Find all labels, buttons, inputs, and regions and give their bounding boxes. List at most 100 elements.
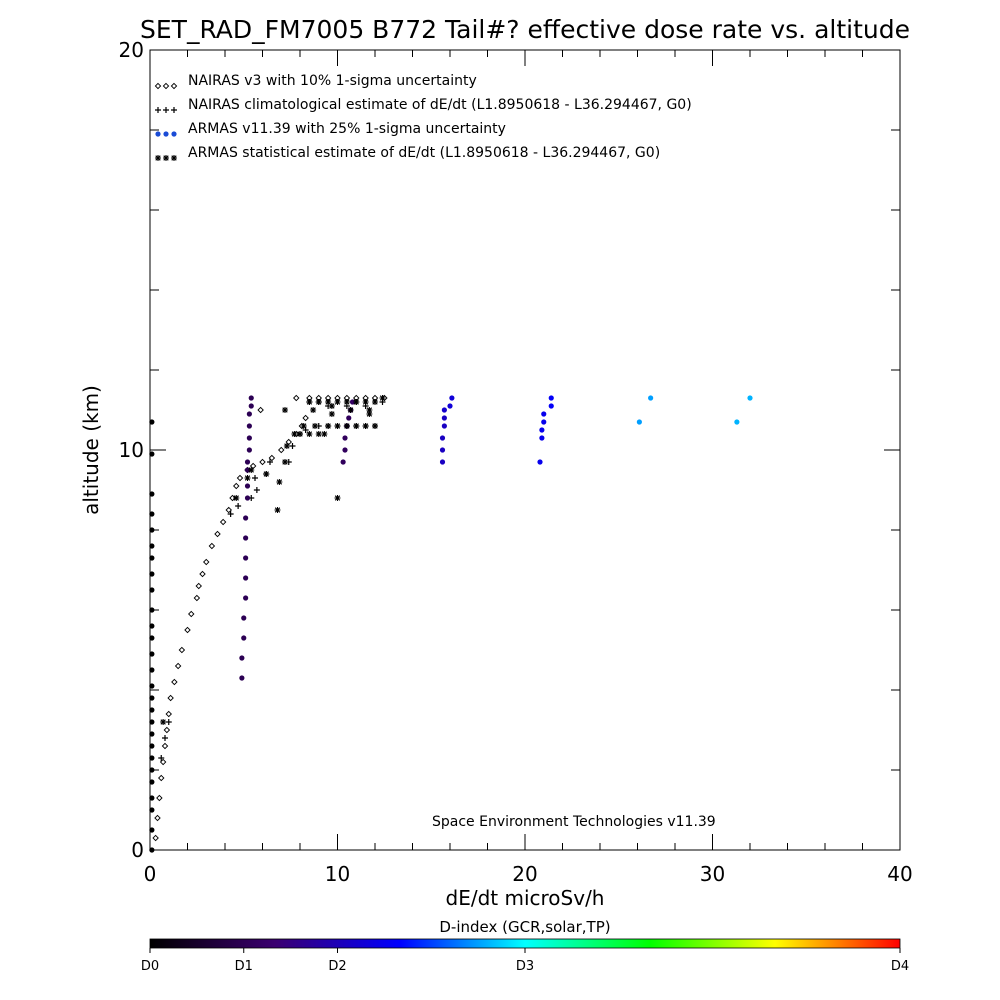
- data-point: [227, 511, 234, 517]
- legend-label: NAIRAS climatological estimate of dE/dt …: [188, 97, 692, 113]
- data-point: [149, 695, 155, 701]
- data-point: [548, 395, 554, 401]
- data-point: [548, 403, 554, 409]
- data-point: [747, 395, 753, 401]
- data-point: [244, 475, 251, 481]
- data-point: [174, 662, 182, 670]
- data-point: [241, 615, 247, 621]
- data-point: [310, 407, 317, 413]
- data-point: [441, 423, 447, 429]
- colorbar-gradient: [149, 938, 901, 949]
- data-point: [441, 415, 447, 421]
- colorbar-title: D-index (GCR,solar,TP): [439, 918, 610, 936]
- x-tick-label: 30: [700, 862, 725, 886]
- data-point: [282, 407, 288, 413]
- data-point: [447, 403, 453, 409]
- data-point: [244, 467, 251, 473]
- legend-marker: [163, 107, 169, 113]
- data-point: [149, 543, 155, 549]
- data-point: [325, 399, 332, 405]
- data-point: [349, 399, 356, 405]
- data-point: [244, 459, 251, 465]
- data-point: [149, 527, 155, 533]
- data-point: [149, 607, 155, 613]
- data-point: [243, 535, 249, 541]
- data-point: [233, 495, 240, 501]
- legend-marker: [170, 82, 178, 90]
- data-point: [328, 403, 335, 409]
- data-point: [252, 475, 258, 481]
- data-point: [160, 719, 167, 725]
- data-point: [214, 530, 221, 538]
- x-tick-label: 40: [887, 862, 912, 886]
- data-point: [149, 827, 155, 833]
- data-point: [243, 555, 249, 561]
- data-point: [372, 423, 378, 429]
- data-point: [158, 755, 165, 761]
- data-points: [149, 394, 753, 853]
- data-point: [328, 411, 335, 417]
- x-tick-label: 20: [512, 862, 537, 886]
- colorbar-tick-label: D0: [141, 959, 159, 974]
- data-point: [239, 655, 245, 661]
- data-point: [439, 459, 446, 465]
- data-point: [541, 411, 547, 417]
- data-point: [233, 482, 240, 490]
- data-point: [537, 459, 543, 465]
- plot-area: 0 10 20 30 40 0 10 20: [119, 38, 913, 886]
- series-3: [160, 395, 386, 725]
- data-point: [283, 443, 290, 449]
- data-point: [342, 435, 348, 441]
- data-point: [149, 667, 155, 673]
- data-point: [362, 423, 369, 429]
- x-tick-label: 10: [325, 862, 350, 886]
- legend-marker: [171, 155, 177, 161]
- colorbar-tick-label: D2: [328, 959, 346, 974]
- data-point: [241, 635, 247, 641]
- data-point: [149, 511, 155, 517]
- data-point: [167, 694, 174, 702]
- data-point: [302, 414, 309, 422]
- data-point: [366, 407, 373, 413]
- colorbar-tick-label: D3: [516, 959, 534, 974]
- data-point: [149, 651, 155, 657]
- data-point: [449, 395, 455, 401]
- data-point: [334, 423, 341, 429]
- data-point: [334, 495, 341, 501]
- data-point: [268, 454, 276, 462]
- data-point: [149, 555, 155, 561]
- data-point: [165, 710, 172, 718]
- colorbar-tick-label: D1: [235, 959, 253, 974]
- data-point: [636, 419, 642, 425]
- legend: NAIRAS v3 with 10% 1-sigma uncertainty NA…: [154, 73, 692, 161]
- y-tick-label: 10: [119, 438, 144, 462]
- data-point: [315, 431, 322, 437]
- data-point: [441, 407, 447, 413]
- legend-label: ARMAS statistical estimate of dE/dt (L1.…: [188, 145, 660, 161]
- series-2: [239, 395, 753, 681]
- data-point: [734, 419, 740, 425]
- chart-title: SET_RAD_FM7005 B772 Tail#? effective dos…: [140, 15, 910, 44]
- data-point: [243, 575, 249, 581]
- data-point: [297, 431, 303, 437]
- data-point: [243, 515, 249, 521]
- data-point: [248, 403, 254, 409]
- data-point: [149, 683, 155, 689]
- colorbar-ticks: D0 D1 D2 D3 D4: [141, 948, 909, 974]
- legend-marker: [163, 155, 169, 161]
- data-point: [149, 807, 155, 813]
- data-point: [219, 518, 227, 526]
- data-point: [541, 419, 547, 425]
- data-point: [306, 399, 313, 405]
- data-point: [154, 814, 161, 822]
- data-point: [648, 395, 654, 401]
- data-point: [274, 507, 281, 513]
- data-point: [236, 474, 244, 482]
- data-point: [246, 447, 252, 453]
- y-axis-label: altitude (km): [79, 385, 103, 515]
- data-point: [276, 479, 283, 485]
- x-tick-labels: 0 10 20 30 40: [144, 862, 913, 886]
- data-point: [188, 610, 195, 618]
- y-tick-label: 20: [119, 38, 144, 62]
- data-point: [263, 471, 270, 477]
